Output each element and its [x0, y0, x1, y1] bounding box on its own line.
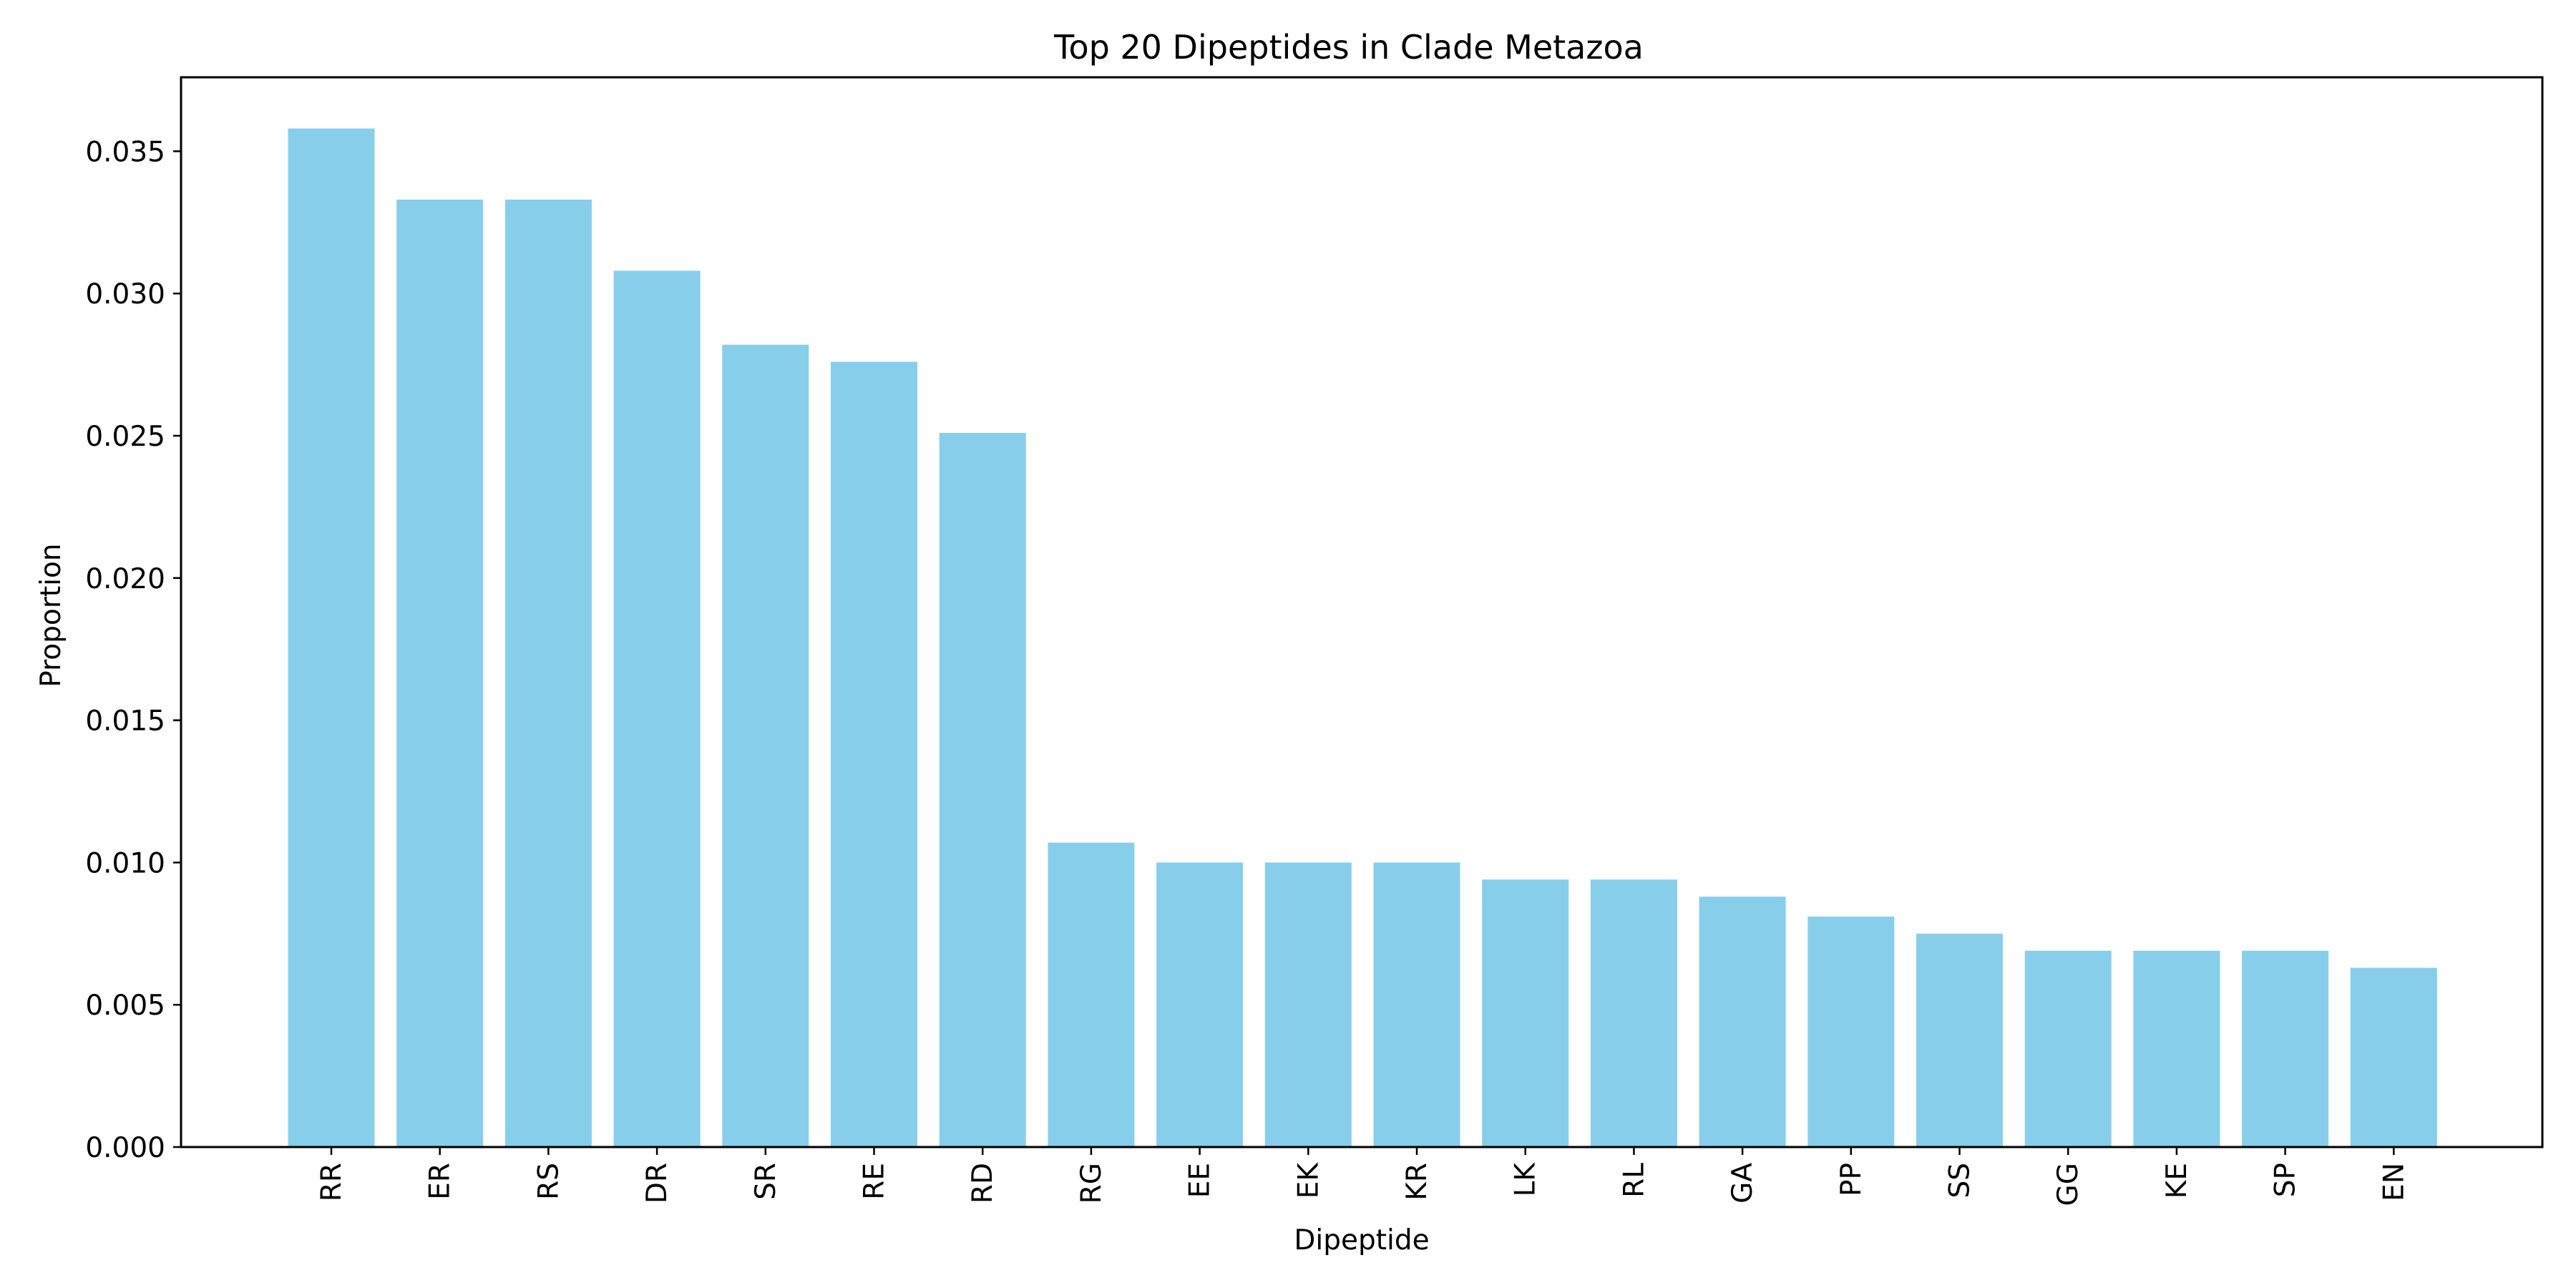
x-tick-label: KR [1401, 1163, 1433, 1201]
chart-title: Top 20 Dipeptides in Clade Metazoa [1053, 28, 1644, 67]
x-tick-label: RG [1075, 1163, 1108, 1204]
y-axis-label: Proportion [35, 543, 67, 687]
x-tick-label: ER [424, 1163, 457, 1200]
bar-dr [613, 270, 701, 1148]
x-tick-label: SS [1944, 1163, 1976, 1199]
x-tick-label: RE [859, 1163, 891, 1200]
y-tick-label: 0.000 [85, 1132, 165, 1164]
plot-frame [180, 76, 2544, 1148]
x-axis-label: Dipeptide [1294, 1224, 1429, 1257]
bar-rd [939, 433, 1026, 1147]
bars-group [288, 128, 2437, 1148]
x-tick-label: SP [2270, 1163, 2302, 1197]
bar-ee [1156, 862, 1244, 1147]
x-tick-label: GA [1727, 1163, 1759, 1204]
y-axis: 0.000 0.005 0.010 0.015 0.020 0.025 0.030 0.035 [85, 136, 181, 1164]
x-tick-label: SR [750, 1163, 782, 1200]
bar-sp [2242, 950, 2329, 1147]
y-tick-label: 0.020 [85, 563, 165, 595]
bar-gg [2024, 950, 2112, 1147]
bar-pp [1807, 916, 1895, 1147]
bar-rs [504, 199, 592, 1148]
x-tick-label: PP [1835, 1163, 1868, 1196]
bar-kr [1373, 862, 1460, 1147]
y-tick-label: 0.015 [85, 706, 165, 738]
bar-rr [288, 128, 375, 1148]
y-tick-label: 0.030 [85, 278, 165, 311]
bar-re [831, 361, 917, 1147]
x-tick-label: GG [2052, 1163, 2084, 1206]
plot-area: 0.000 0.005 0.010 0.015 0.020 0.025 0.030 0.035… [85, 76, 2544, 1206]
x-tick-label: RD [967, 1163, 999, 1204]
bar-rl [1590, 879, 1677, 1147]
bar-er [396, 199, 484, 1148]
bar-ke [2133, 950, 2220, 1147]
x-tick-label: RS [532, 1163, 565, 1200]
x-tick-label: RR [316, 1163, 348, 1201]
bar-rg [1048, 842, 1135, 1147]
x-tick-label: EK [1292, 1162, 1324, 1199]
bar-ek [1264, 862, 1352, 1147]
bar-lk [1482, 879, 1569, 1147]
y-tick-label: 0.005 [85, 990, 165, 1022]
y-tick-label: 0.010 [85, 847, 165, 879]
x-tick-label: EN [2378, 1163, 2410, 1201]
y-tick-label: 0.035 [85, 136, 165, 168]
x-tick-label: LK [1510, 1162, 1542, 1197]
x-axis: RR ER RS DR SR RE RD RG EE EK KR LK RL GA PP SS GG KE SP EN [316, 1147, 2410, 1206]
bar-ga [1699, 897, 1786, 1147]
x-tick-label: DR [641, 1163, 673, 1204]
y-tick-label: 0.025 [85, 421, 165, 453]
bar-en [2350, 967, 2437, 1147]
bar-sr [722, 344, 809, 1147]
bar-ss [1916, 933, 2003, 1147]
x-tick-label: EE [1184, 1163, 1216, 1198]
x-tick-label: KE [2161, 1163, 2193, 1199]
x-tick-label: RL [1618, 1163, 1650, 1198]
